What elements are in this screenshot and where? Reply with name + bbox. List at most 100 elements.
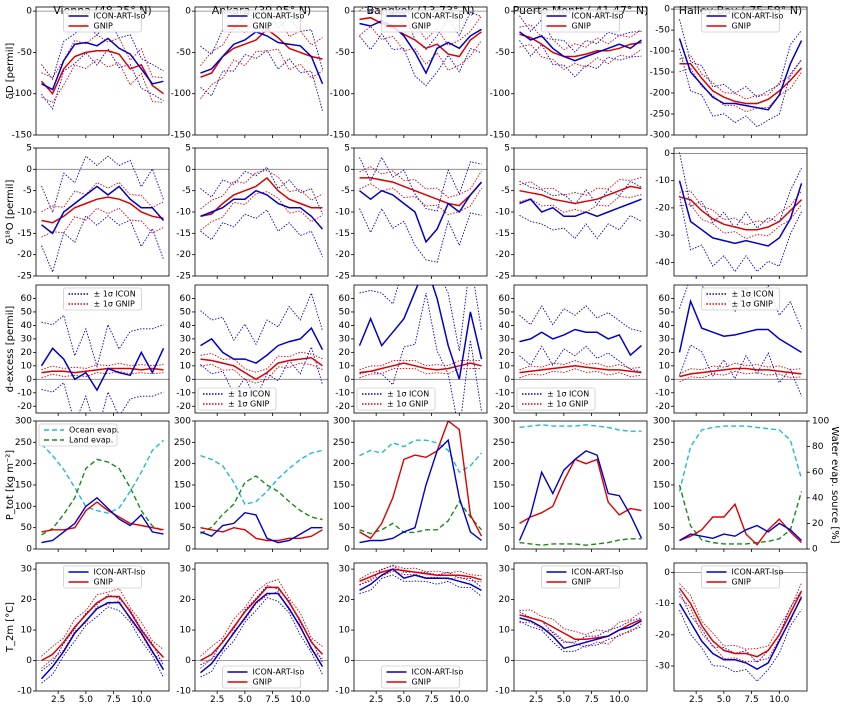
plot-area — [514, 305, 647, 380]
gnip-line — [41, 367, 164, 374]
gnip-sigma-lower — [519, 621, 642, 648]
y-tick-label: 0 — [504, 656, 510, 666]
y-tick-label: 200 — [493, 459, 510, 469]
y-tick-label: 50 — [21, 523, 33, 533]
panel-r2-c1: -20 -10 0 10 20 30 40 50 60 ± 1σ ICON± 1σ GNIP — [176, 284, 329, 416]
y-tick-label: 40 — [21, 321, 33, 331]
legend-label: Ocean evap. — [69, 426, 119, 435]
icon-sigma-lower — [519, 620, 642, 652]
icon-sigma-lower — [359, 33, 482, 87]
y-tick-label: 60 — [180, 294, 192, 304]
y-tick-label: -250 — [650, 110, 671, 120]
gnip-sigma-upper — [519, 609, 642, 636]
legend-label: ICON-ART-Iso — [253, 12, 305, 21]
panel-frame — [194, 147, 329, 277]
panel-frame — [673, 284, 808, 414]
legend-label: ± 1σ ICON — [547, 390, 589, 399]
y-tick-label: 0 — [664, 149, 670, 159]
y-tick-label: 0 — [664, 375, 670, 385]
gnip-sigma-upper — [41, 182, 164, 213]
y-tick-label: -50 — [495, 48, 510, 58]
panel-frame — [353, 562, 488, 692]
icon-line — [359, 568, 482, 592]
y-tick-label: 0 — [504, 7, 510, 17]
legend-label: ± 1σ ICON — [94, 290, 136, 299]
x-tick-label: 5.0 — [79, 695, 94, 705]
panel-frame — [673, 147, 808, 277]
legend-label: ICON-ART-Iso — [412, 12, 464, 21]
x-tick-label: 7.5 — [265, 695, 279, 705]
plot-area — [36, 155, 169, 274]
y-tick-label: -10 — [495, 687, 510, 697]
y-tick-label: 20 — [180, 595, 192, 605]
y-tick-label: -15 — [495, 229, 510, 239]
y-tick-label: 30 — [499, 334, 511, 344]
icon-sigma-lower — [679, 609, 802, 682]
y-tick-label: 100 — [493, 502, 510, 512]
y-tick-label: 150 — [174, 481, 191, 491]
y-tick-label: -20 — [176, 402, 191, 412]
y-tick-label: 20 — [499, 348, 511, 358]
panel-frame — [35, 562, 170, 692]
icon-sigma-lower — [41, 381, 164, 413]
gnip-line — [678, 587, 803, 658]
y-tick-label: 10 — [21, 626, 33, 636]
y-tick-label: 0 — [504, 545, 510, 555]
y-tick-label: -5 — [341, 186, 350, 196]
y-tick-label: 250 — [333, 438, 350, 448]
y-tick-label: 250 — [174, 438, 191, 448]
y-tick-label: -5 — [501, 186, 510, 196]
y-tick-label: 30 — [339, 565, 351, 575]
y-tick-label: 60 — [659, 294, 671, 304]
y-tick-label: 5 — [504, 144, 510, 154]
y-tick-label: 50 — [180, 307, 192, 317]
x-tick-label: 7.5 — [424, 695, 438, 705]
land-evap-line — [41, 458, 164, 536]
y-tick-label: -25 — [495, 272, 510, 282]
y-tick-label: 20 — [21, 348, 33, 358]
legend-label: ± 1σ ICON — [387, 390, 429, 399]
legend-label: ± 1σ GNIP — [547, 400, 588, 409]
y-tick-label: -100 — [171, 89, 192, 99]
icon-line — [519, 617, 642, 650]
legend-label: GNIP — [253, 678, 273, 687]
gnip-precip-line — [200, 526, 323, 542]
right-y-tick-label: 40 — [812, 493, 824, 503]
y-tick-label: 0 — [344, 165, 350, 175]
icon-line — [40, 601, 165, 680]
y-tick-label: -100 — [330, 89, 351, 99]
y-tick-label: 300 — [174, 417, 191, 427]
icon-line — [519, 198, 642, 218]
panel-frame — [35, 284, 170, 414]
icon-line — [200, 326, 324, 364]
icon-line — [200, 592, 324, 674]
panel-frame — [353, 6, 488, 136]
panel-r4-c1: -1001020302.55.07.510.0MonthICON-ART-Iso… — [176, 562, 329, 705]
y-tick-label: -20 — [655, 203, 670, 213]
y-tick-label: -20 — [335, 250, 350, 260]
y-tick-label: -10 — [176, 687, 191, 697]
land-evap-line — [519, 538, 642, 546]
panel-frame — [513, 147, 648, 277]
y-tick-label: 5 — [185, 144, 191, 154]
x-tick-label: 7.5 — [744, 695, 758, 705]
gnip-line — [519, 33, 642, 58]
x-tick-label: 5.0 — [717, 695, 732, 705]
y-tick-label: -10 — [176, 388, 191, 398]
y-tick-label: -20 — [655, 630, 670, 640]
legend-label: ± 1σ GNIP — [732, 300, 773, 309]
y-tick-label: 0 — [185, 165, 191, 175]
row-ylabel: P_tot [kg m⁻²] — [5, 450, 16, 520]
y-tick-label: 10 — [180, 626, 192, 636]
gnip-sigma-upper — [359, 564, 482, 580]
y-tick-label: 40 — [180, 321, 192, 331]
ocean-evap-line — [200, 449, 323, 506]
gnip-sigma-upper — [200, 351, 323, 373]
y-tick-label: 20 — [180, 348, 192, 358]
x-tick-label: 10.0 — [131, 695, 151, 705]
plot-area — [40, 439, 164, 544]
legend-box — [356, 387, 436, 411]
gnip-sigma-upper — [41, 588, 164, 657]
